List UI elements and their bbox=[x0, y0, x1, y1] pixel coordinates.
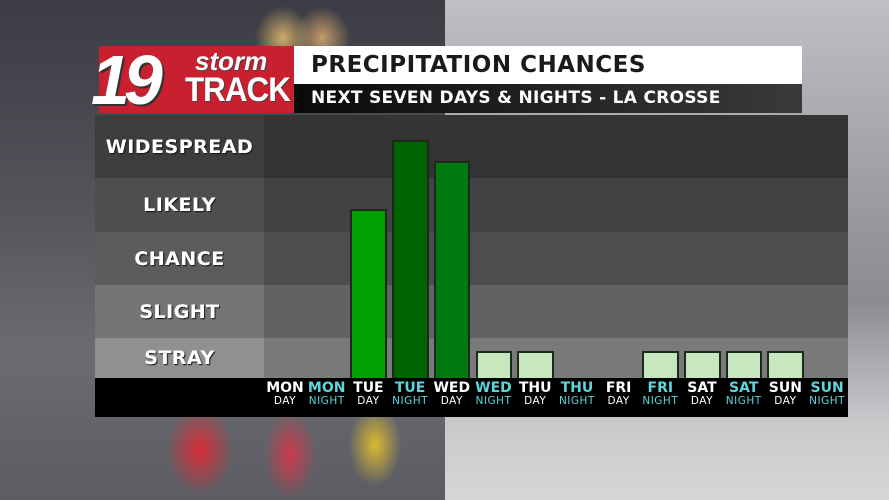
logo-word-storm: storm bbox=[195, 46, 268, 76]
x-tick-day: MON bbox=[307, 380, 346, 396]
x-tick-fri-day: FRI DAY bbox=[598, 380, 640, 408]
x-tick-day: MON bbox=[266, 380, 304, 396]
x-tick-fri-night: FRI NIGHT bbox=[639, 380, 681, 408]
x-tick-wed-day: WED DAY bbox=[431, 380, 473, 408]
logo-word-track: TRACK bbox=[185, 71, 291, 109]
x-tick-period: NIGHT bbox=[642, 395, 679, 407]
band-chance: CHANCE bbox=[95, 232, 848, 285]
x-tick-day: FRI bbox=[605, 380, 632, 396]
band-slight: SLIGHT bbox=[95, 285, 848, 338]
x-tick-tue-day: TUE DAY bbox=[347, 380, 389, 408]
x-tick-day: SAT bbox=[687, 380, 717, 396]
x-tick-wed-night: WED NIGHT bbox=[473, 380, 515, 408]
y-label-stray: STRAY bbox=[95, 338, 264, 378]
bar-sun-day bbox=[767, 351, 805, 378]
x-tick-day: SUN bbox=[810, 380, 844, 396]
x-tick-period: DAY bbox=[273, 395, 297, 407]
x-tick-day: WED bbox=[475, 380, 512, 396]
x-tick-period: DAY bbox=[774, 395, 797, 407]
x-tick-period: DAY bbox=[524, 395, 547, 407]
x-tick-period: NIGHT bbox=[308, 395, 345, 407]
x-tick-tue-night: TUE NIGHT bbox=[389, 380, 431, 408]
x-tick-day: THU bbox=[518, 380, 552, 396]
bar-wed-day bbox=[433, 160, 471, 378]
subtitle-bar: NEXT SEVEN DAYS & NIGHTS - LA CROSSE bbox=[294, 84, 802, 113]
x-tick-period: NIGHT bbox=[392, 395, 429, 407]
x-tick-period: DAY bbox=[357, 395, 380, 407]
logo-number: 19 bbox=[91, 41, 163, 119]
y-label-slight: SLIGHT bbox=[95, 285, 264, 338]
x-tick-mon-night: MON NIGHT bbox=[306, 380, 348, 408]
x-tick-day: FRI bbox=[647, 380, 674, 396]
bar-wed-night bbox=[475, 351, 513, 378]
bar-sat-day bbox=[684, 351, 721, 378]
x-tick-period: DAY bbox=[690, 395, 714, 407]
x-tick-period: NIGHT bbox=[725, 395, 762, 407]
band-likely: LIKELY bbox=[95, 178, 848, 232]
bar-sat-night bbox=[725, 351, 763, 378]
x-tick-period: NIGHT bbox=[558, 395, 595, 407]
x-tick-day: TUE bbox=[394, 380, 426, 396]
x-tick-thu-day: THU DAY bbox=[514, 380, 556, 408]
chart-subtitle: NEXT SEVEN DAYS & NIGHTS - LA CROSSE bbox=[311, 88, 721, 108]
band-widespread: WIDESPREAD bbox=[95, 115, 848, 178]
x-tick-sun-night: SUN NIGHT bbox=[806, 380, 848, 408]
x-tick-sat-day: SAT DAY bbox=[681, 380, 723, 408]
bar-thu-day bbox=[517, 351, 554, 378]
y-label-likely: LIKELY bbox=[95, 178, 264, 232]
x-tick-period: DAY bbox=[440, 395, 463, 407]
x-tick-day: THU bbox=[560, 380, 594, 396]
x-tick-thu-night: THU NIGHT bbox=[556, 380, 598, 408]
x-tick-day: WED bbox=[433, 380, 471, 396]
x-tick-period: NIGHT bbox=[475, 395, 512, 407]
storm-track-logo: 19 storm TRACK bbox=[91, 42, 294, 118]
band-plot-area bbox=[264, 115, 848, 178]
x-tick-period: DAY bbox=[607, 395, 630, 407]
y-label-chance: CHANCE bbox=[95, 232, 264, 285]
x-tick-sun-day: SUN DAY bbox=[764, 380, 806, 408]
precipitation-chart: WIDESPREAD LIKELY CHANCE SLIGHT STRAY bbox=[95, 115, 848, 378]
x-tick-mon-day: MON DAY bbox=[264, 380, 306, 408]
x-tick-day: SAT bbox=[728, 380, 759, 396]
x-tick-sat-night: SAT NIGHT bbox=[723, 380, 765, 408]
chart-title: PRECIPITATION CHANCES bbox=[311, 52, 646, 78]
x-tick-day: SUN bbox=[768, 380, 802, 396]
x-tick-period: NIGHT bbox=[809, 395, 846, 407]
bar-tue-day bbox=[350, 208, 388, 378]
bar-fri-night bbox=[642, 351, 679, 378]
x-tick-day: TUE bbox=[353, 380, 384, 396]
x-axis-bar: MON DAY MON NIGHT TUE DAY TUE NIGHT WED DAY WED NIG… bbox=[95, 378, 848, 417]
bar-tue-night bbox=[392, 140, 429, 378]
title-bar: PRECIPITATION CHANCES bbox=[294, 46, 802, 84]
y-label-widespread: WIDESPREAD bbox=[95, 115, 264, 178]
